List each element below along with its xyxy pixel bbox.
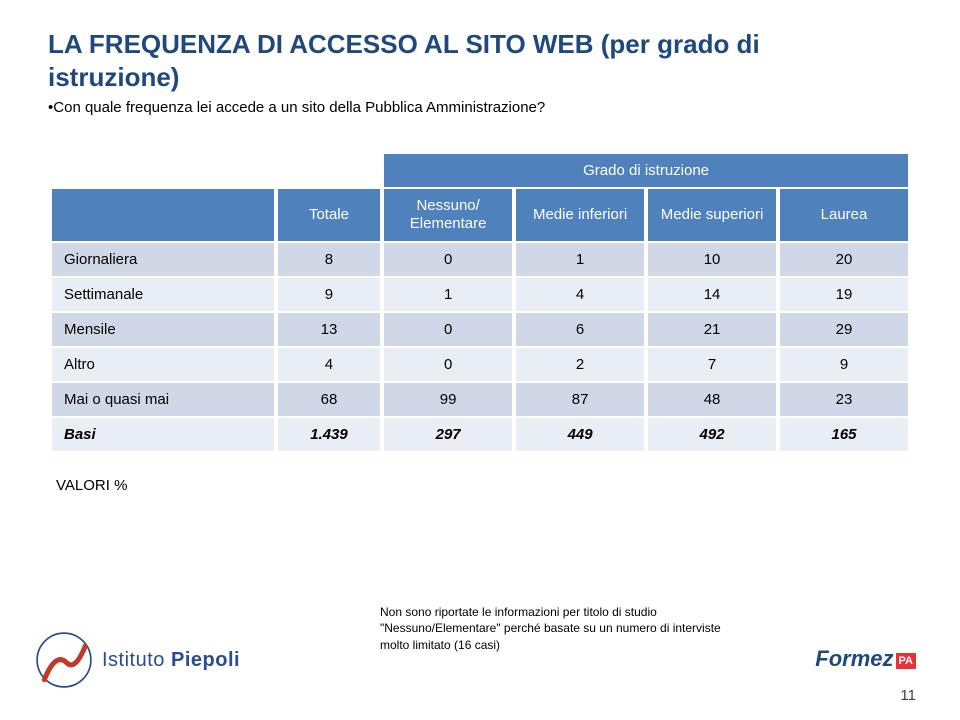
piepoli-logo-icon xyxy=(36,632,92,688)
slide-title: LA FREQUENZA DI ACCESSO AL SITO WEB (per… xyxy=(48,28,912,93)
table-cell: 29 xyxy=(780,313,908,346)
col-laurea: Laurea xyxy=(780,189,908,241)
table-cell: 23 xyxy=(780,383,908,416)
pa-badge: PA xyxy=(896,653,916,669)
table-cell: 8 xyxy=(278,243,380,276)
col-medie-sup: Medie superiori xyxy=(648,189,776,241)
table-cell: 6 xyxy=(516,313,644,346)
table-cell: 0 xyxy=(384,243,512,276)
piepoli-text: Istituto Piepoli xyxy=(102,649,240,672)
table-cell: 48 xyxy=(648,383,776,416)
note-line1: Non sono riportate le informazioni per t… xyxy=(380,604,740,621)
table-cell: 2 xyxy=(516,348,644,381)
table-cell: 19 xyxy=(780,278,908,311)
header-spacer xyxy=(52,154,274,187)
table-cell: 492 xyxy=(648,418,776,451)
table-cell: 0 xyxy=(384,348,512,381)
data-table: Grado di istruzione Totale Nessuno/ Elem… xyxy=(48,152,912,453)
table-cell: 165 xyxy=(780,418,908,451)
table-cell: 14 xyxy=(648,278,776,311)
table-cell: 4 xyxy=(278,348,380,381)
header-group: Grado di istruzione xyxy=(384,154,908,187)
table-cell: 449 xyxy=(516,418,644,451)
footer-right-logo: Formez PA xyxy=(815,646,916,672)
row-label: Altro xyxy=(52,348,274,381)
table-cell: 1 xyxy=(516,243,644,276)
col-totale: Totale xyxy=(278,189,380,241)
table-row: Giornaliera8011020 xyxy=(52,243,908,276)
table-body: Giornaliera8011020Settimanale9141419Mens… xyxy=(52,243,908,451)
row-label: Mensile xyxy=(52,313,274,346)
title-line2: istruzione) xyxy=(48,62,179,92)
table-cell: 10 xyxy=(648,243,776,276)
table-cell: 1 xyxy=(384,278,512,311)
table-cell: 297 xyxy=(384,418,512,451)
row-label: Settimanale xyxy=(52,278,274,311)
table-row: Settimanale9141419 xyxy=(52,278,908,311)
table-cell: 20 xyxy=(780,243,908,276)
table-cell: 7 xyxy=(648,348,776,381)
table-cell: 1.439 xyxy=(278,418,380,451)
note-line3: molto limitato (16 casi) xyxy=(380,637,740,654)
formez-text: Formez xyxy=(815,646,893,672)
table-cell: 87 xyxy=(516,383,644,416)
table-cell: 9 xyxy=(278,278,380,311)
header-spacer xyxy=(278,154,380,187)
table-row: Altro40279 xyxy=(52,348,908,381)
col-medie-inf: Medie inferiori xyxy=(516,189,644,241)
col-nessuno: Nessuno/ Elementare xyxy=(384,189,512,241)
footnote: Non sono riportate le informazioni per t… xyxy=(380,604,740,654)
title-line1: LA FREQUENZA DI ACCESSO AL SITO WEB (per… xyxy=(48,29,760,59)
table-row: Basi1.439297449492165 xyxy=(52,418,908,451)
table-cell: 99 xyxy=(384,383,512,416)
table-cell: 9 xyxy=(780,348,908,381)
slide-subtitle: •Con quale frequenza lei accede a un sit… xyxy=(48,99,912,116)
table-cell: 0 xyxy=(384,313,512,346)
table-row: Mensile13062129 xyxy=(52,313,908,346)
table-cell: 13 xyxy=(278,313,380,346)
table-cell: 21 xyxy=(648,313,776,346)
row-label: Giornaliera xyxy=(52,243,274,276)
note-line2: "Nessuno/Elementare" perché basate su un… xyxy=(380,620,740,637)
table-cell: 4 xyxy=(516,278,644,311)
valori-label: VALORI % xyxy=(56,477,912,494)
table-cell: 68 xyxy=(278,383,380,416)
row-label: Basi xyxy=(52,418,274,451)
footer-left-logo: Istituto Piepoli xyxy=(36,632,240,688)
page-number: 11 xyxy=(900,687,916,704)
row-label: Mai o quasi mai xyxy=(52,383,274,416)
table-row: Mai o quasi mai6899874823 xyxy=(52,383,908,416)
header-rowlabel xyxy=(52,189,274,241)
